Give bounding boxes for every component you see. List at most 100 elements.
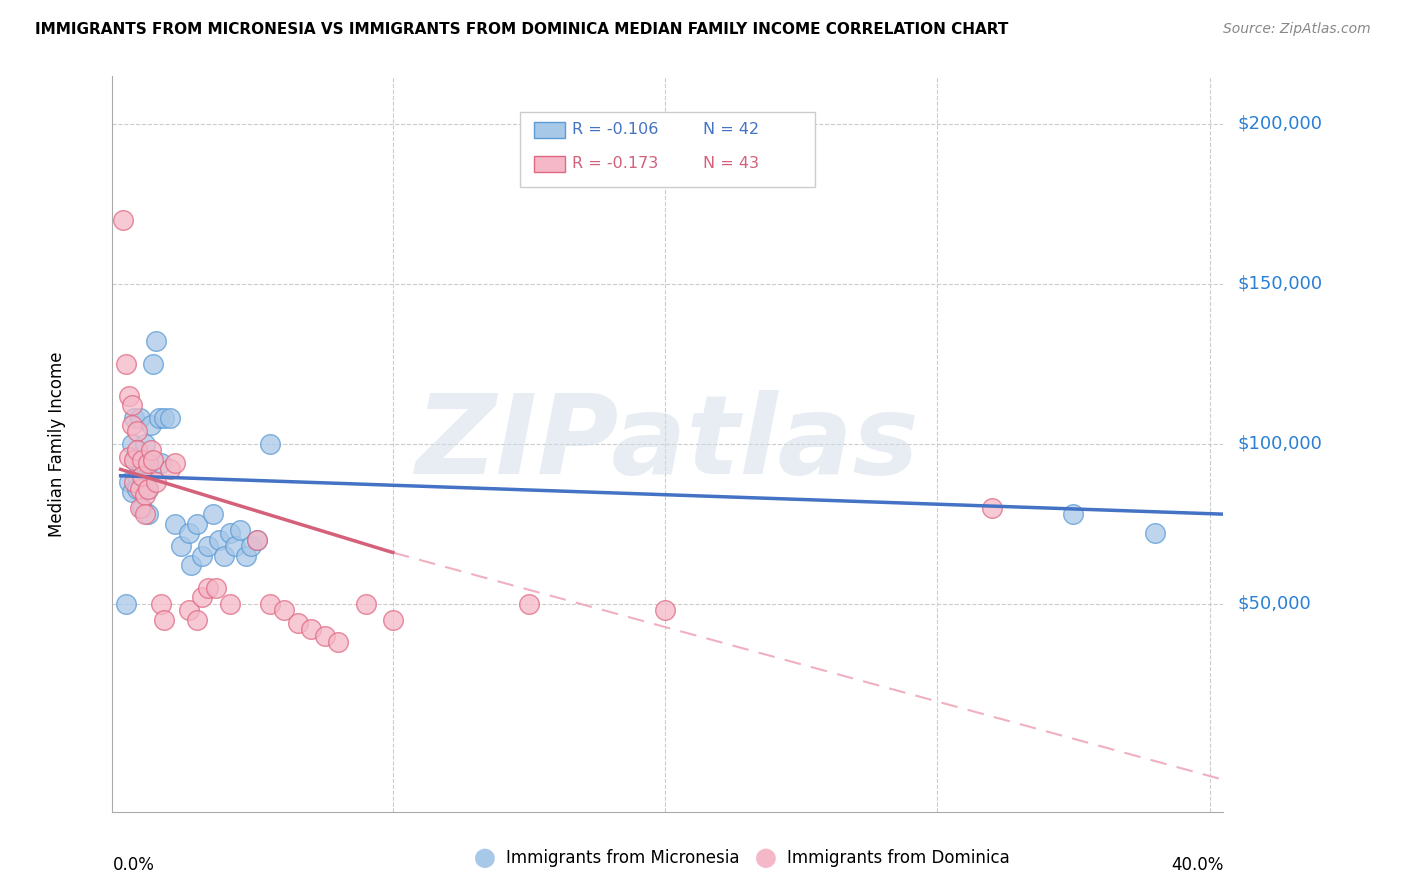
Point xyxy=(287,615,309,630)
Point xyxy=(136,482,159,496)
Text: Source: ZipAtlas.com: Source: ZipAtlas.com xyxy=(1223,22,1371,37)
Point xyxy=(218,526,240,541)
Text: $200,000: $200,000 xyxy=(1237,115,1322,133)
Point xyxy=(142,357,165,371)
Text: 0.0%: 0.0% xyxy=(112,856,155,874)
Point xyxy=(202,507,225,521)
Point xyxy=(177,526,200,541)
Point xyxy=(212,549,235,563)
Point xyxy=(150,597,173,611)
Point xyxy=(131,468,153,483)
Point xyxy=(134,436,156,450)
Point xyxy=(125,443,148,458)
Point xyxy=(259,436,281,450)
Text: Immigrants from Dominica: Immigrants from Dominica xyxy=(787,849,1010,867)
Point xyxy=(125,482,148,496)
Point xyxy=(165,456,187,470)
Point xyxy=(118,450,141,464)
Point xyxy=(122,475,145,490)
Point xyxy=(299,623,322,637)
Point xyxy=(246,533,269,547)
Point xyxy=(235,549,257,563)
Point xyxy=(118,475,141,490)
Point xyxy=(165,516,187,531)
Point xyxy=(142,452,165,467)
Point xyxy=(180,558,202,573)
Point xyxy=(131,452,153,467)
Point xyxy=(148,411,170,425)
Point xyxy=(118,389,141,403)
Point xyxy=(125,424,148,438)
Text: IMMIGRANTS FROM MICRONESIA VS IMMIGRANTS FROM DOMINICA MEDIAN FAMILY INCOME CORR: IMMIGRANTS FROM MICRONESIA VS IMMIGRANTS… xyxy=(35,22,1008,37)
Point xyxy=(139,417,162,432)
Point xyxy=(259,597,281,611)
Point xyxy=(229,523,252,537)
Point xyxy=(134,488,156,502)
Point xyxy=(381,613,404,627)
Point xyxy=(136,456,159,470)
Point xyxy=(218,597,240,611)
Point xyxy=(273,603,295,617)
Point xyxy=(314,629,336,643)
Point xyxy=(191,591,214,605)
Point xyxy=(153,613,176,627)
Point xyxy=(980,500,1002,515)
Text: N = 43: N = 43 xyxy=(703,156,759,170)
Text: Median Family Income: Median Family Income xyxy=(48,351,66,536)
Text: $50,000: $50,000 xyxy=(1237,595,1310,613)
Point xyxy=(112,212,135,227)
Point xyxy=(128,500,150,515)
Point xyxy=(136,482,159,496)
Point xyxy=(240,539,263,553)
Point xyxy=(128,482,150,496)
Point xyxy=(197,581,219,595)
Point xyxy=(134,456,156,470)
Point xyxy=(354,597,377,611)
Point xyxy=(328,635,350,649)
Point xyxy=(121,436,143,450)
Point xyxy=(136,507,159,521)
Point xyxy=(224,539,246,553)
Point xyxy=(121,398,143,412)
Point xyxy=(1144,526,1167,541)
Point xyxy=(131,468,153,483)
Point xyxy=(246,533,269,547)
Point xyxy=(122,411,145,425)
Point xyxy=(654,603,676,617)
Point xyxy=(122,452,145,467)
Point xyxy=(208,533,231,547)
Text: ⬤: ⬤ xyxy=(474,848,496,868)
Point xyxy=(186,613,208,627)
Point xyxy=(115,597,138,611)
Point xyxy=(186,516,208,531)
Point xyxy=(139,443,162,458)
Point xyxy=(125,468,148,483)
Point xyxy=(153,411,176,425)
Text: ⬤: ⬤ xyxy=(755,848,778,868)
Point xyxy=(191,549,214,563)
Point xyxy=(145,475,167,490)
Point xyxy=(205,581,228,595)
Point xyxy=(197,539,219,553)
Text: ZIPatlas: ZIPatlas xyxy=(416,391,920,497)
Text: R = -0.106: R = -0.106 xyxy=(572,122,658,136)
Point xyxy=(134,507,156,521)
Point xyxy=(121,417,143,432)
Point xyxy=(121,484,143,499)
Text: 40.0%: 40.0% xyxy=(1171,856,1223,874)
Text: $100,000: $100,000 xyxy=(1237,434,1322,453)
Text: Immigrants from Micronesia: Immigrants from Micronesia xyxy=(506,849,740,867)
Point xyxy=(131,500,153,515)
Point xyxy=(159,411,181,425)
Point xyxy=(145,334,167,349)
Point xyxy=(517,597,540,611)
Point xyxy=(177,603,200,617)
Text: R = -0.173: R = -0.173 xyxy=(572,156,658,170)
Text: N = 42: N = 42 xyxy=(703,122,759,136)
Point xyxy=(150,456,173,470)
Point xyxy=(1063,507,1085,521)
Point xyxy=(128,411,150,425)
Point xyxy=(128,456,150,470)
Text: $150,000: $150,000 xyxy=(1237,275,1322,293)
Point xyxy=(169,539,191,553)
